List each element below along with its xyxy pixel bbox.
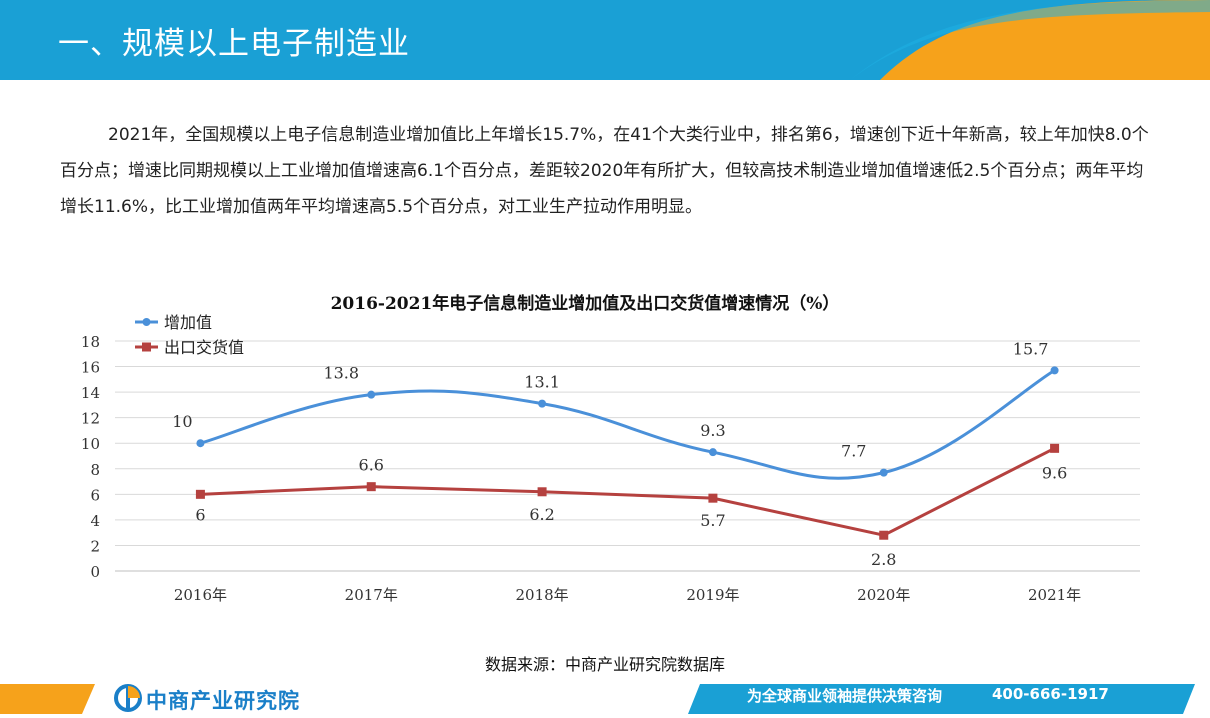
footer-phone: 400-666-1917 [992, 685, 1109, 703]
data-label: 7.7 [841, 442, 866, 461]
data-label: 6.6 [359, 456, 384, 475]
y-tick-label: 8 [90, 461, 100, 479]
data-point [1050, 443, 1060, 453]
y-tick-label: 12 [81, 410, 100, 428]
data-point [1050, 366, 1059, 375]
intro-paragraph: 2021年，全国规模以上电子信息制造业增加值比上年增长15.7%，在41个大类行… [60, 125, 1149, 217]
company-logo-icon [114, 684, 142, 712]
y-tick-label: 6 [90, 486, 100, 504]
x-tick-label: 2017年 [345, 586, 398, 604]
data-label: 15.7 [1013, 339, 1049, 358]
footer-slogan: 为全球商业领袖提供决策咨询 [747, 687, 943, 705]
data-label: 5.7 [700, 511, 725, 530]
data-label: 9.6 [1042, 463, 1067, 482]
x-tick-label: 2018年 [515, 586, 568, 604]
data-label: 2.8 [871, 550, 896, 569]
series-line [200, 446, 1056, 537]
x-tick-label: 2016年 [174, 586, 227, 604]
x-tick-label: 2019年 [686, 586, 739, 604]
data-label: 6 [195, 505, 205, 524]
data-point [537, 487, 547, 497]
line-chart: 2016-2021年电子信息制造业增加值及出口交货值增速情况（%） 0 2 4 6 8 1… [81, 293, 1140, 604]
data-label: 10 [172, 412, 192, 431]
footer-band [0, 684, 1195, 714]
data-point [708, 448, 717, 457]
data-label: 13.1 [524, 373, 560, 392]
y-tick-label: 4 [90, 512, 100, 530]
y-tick-label: 18 [81, 333, 100, 351]
series-line [200, 369, 1056, 480]
data-point [367, 390, 376, 399]
data-point [879, 468, 888, 477]
legend-label: 出口交货值 [164, 338, 244, 357]
data-point [879, 530, 889, 540]
data-point [196, 439, 205, 448]
data-source: 数据来源：中商产业研究院数据库 [484, 655, 725, 674]
data-point [195, 489, 205, 499]
y-tick-label: 2 [90, 537, 100, 555]
x-axis: 2016年 2017年 2018年 2019年 2020年 2021年 [174, 586, 1081, 604]
chart-series: 10 13.8 13.1 9.3 7.7 15.7 6 6.6 6.2 5.7 2.8 9.6 [172, 339, 1067, 569]
legend-label: 增加值 [164, 313, 212, 332]
data-label: 6.2 [529, 505, 554, 524]
header-band: 一、规模以上电子制造业 [0, 0, 1210, 80]
x-tick-label: 2021年 [1028, 586, 1081, 604]
y-tick-label: 14 [81, 384, 100, 402]
y-tick-label: 16 [81, 359, 100, 377]
y-tick-label: 10 [81, 435, 100, 453]
legend-marker [142, 318, 151, 326]
x-tick-label: 2020年 [857, 586, 910, 604]
page-title: 一、规模以上电子制造业 [58, 26, 410, 62]
header-orange-swoosh [850, 0, 1210, 80]
legend-marker [142, 342, 151, 352]
y-tick-label: 0 [90, 563, 100, 581]
data-label: 13.8 [323, 364, 359, 383]
data-point [366, 482, 376, 492]
data-point [708, 493, 718, 503]
chart-grid [115, 340, 1140, 572]
data-point [538, 399, 547, 408]
data-label: 9.3 [700, 421, 725, 440]
company-logo-text: 中商产业研究院 [146, 689, 300, 713]
chart-title: 2016-2021年电子信息制造业增加值及出口交货值增速情况（%） [331, 293, 840, 314]
y-axis: 0 2 4 6 8 10 12 14 16 18 [81, 333, 100, 581]
